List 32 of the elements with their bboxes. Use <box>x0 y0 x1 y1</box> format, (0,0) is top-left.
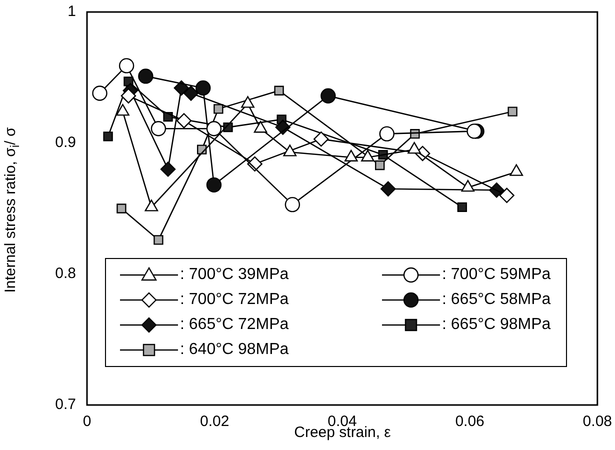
point <box>457 202 467 212</box>
point <box>120 88 136 104</box>
x-tick-label: 0.08 <box>582 413 612 430</box>
legend-label: : 700°C 59MPa <box>442 266 551 284</box>
point <box>320 88 336 104</box>
point <box>375 160 385 170</box>
y-tick-label: 0.9 <box>55 134 76 152</box>
y-tick-label: 1 <box>68 3 76 20</box>
point <box>380 181 396 196</box>
point <box>214 104 224 114</box>
legend-label: : 665°C 72MPa <box>180 316 289 334</box>
point <box>206 120 222 136</box>
point <box>196 80 211 96</box>
y-tick-label: 0.7 <box>55 396 76 414</box>
legend-label: : 665°C 98MPa <box>442 316 551 334</box>
legend-label: : 640°C 98MPa <box>180 340 289 358</box>
x-tick-label: 0.06 <box>455 413 484 430</box>
point <box>206 177 222 193</box>
y-tick-label: 0.8 <box>55 265 76 282</box>
point <box>154 235 164 245</box>
legend-label: : 700°C 39MPa <box>180 266 289 284</box>
point <box>116 204 126 214</box>
x-tick-label: 0.02 <box>200 413 230 430</box>
legend-label: : 700°C 72MPa <box>180 290 289 308</box>
point <box>160 162 176 177</box>
point <box>103 132 113 142</box>
point <box>508 106 518 116</box>
point <box>183 86 199 101</box>
x-tick-label: 0 <box>82 413 92 430</box>
point <box>138 68 154 84</box>
legend-label: : 665°C 58MPa <box>442 290 551 308</box>
point <box>274 86 284 96</box>
